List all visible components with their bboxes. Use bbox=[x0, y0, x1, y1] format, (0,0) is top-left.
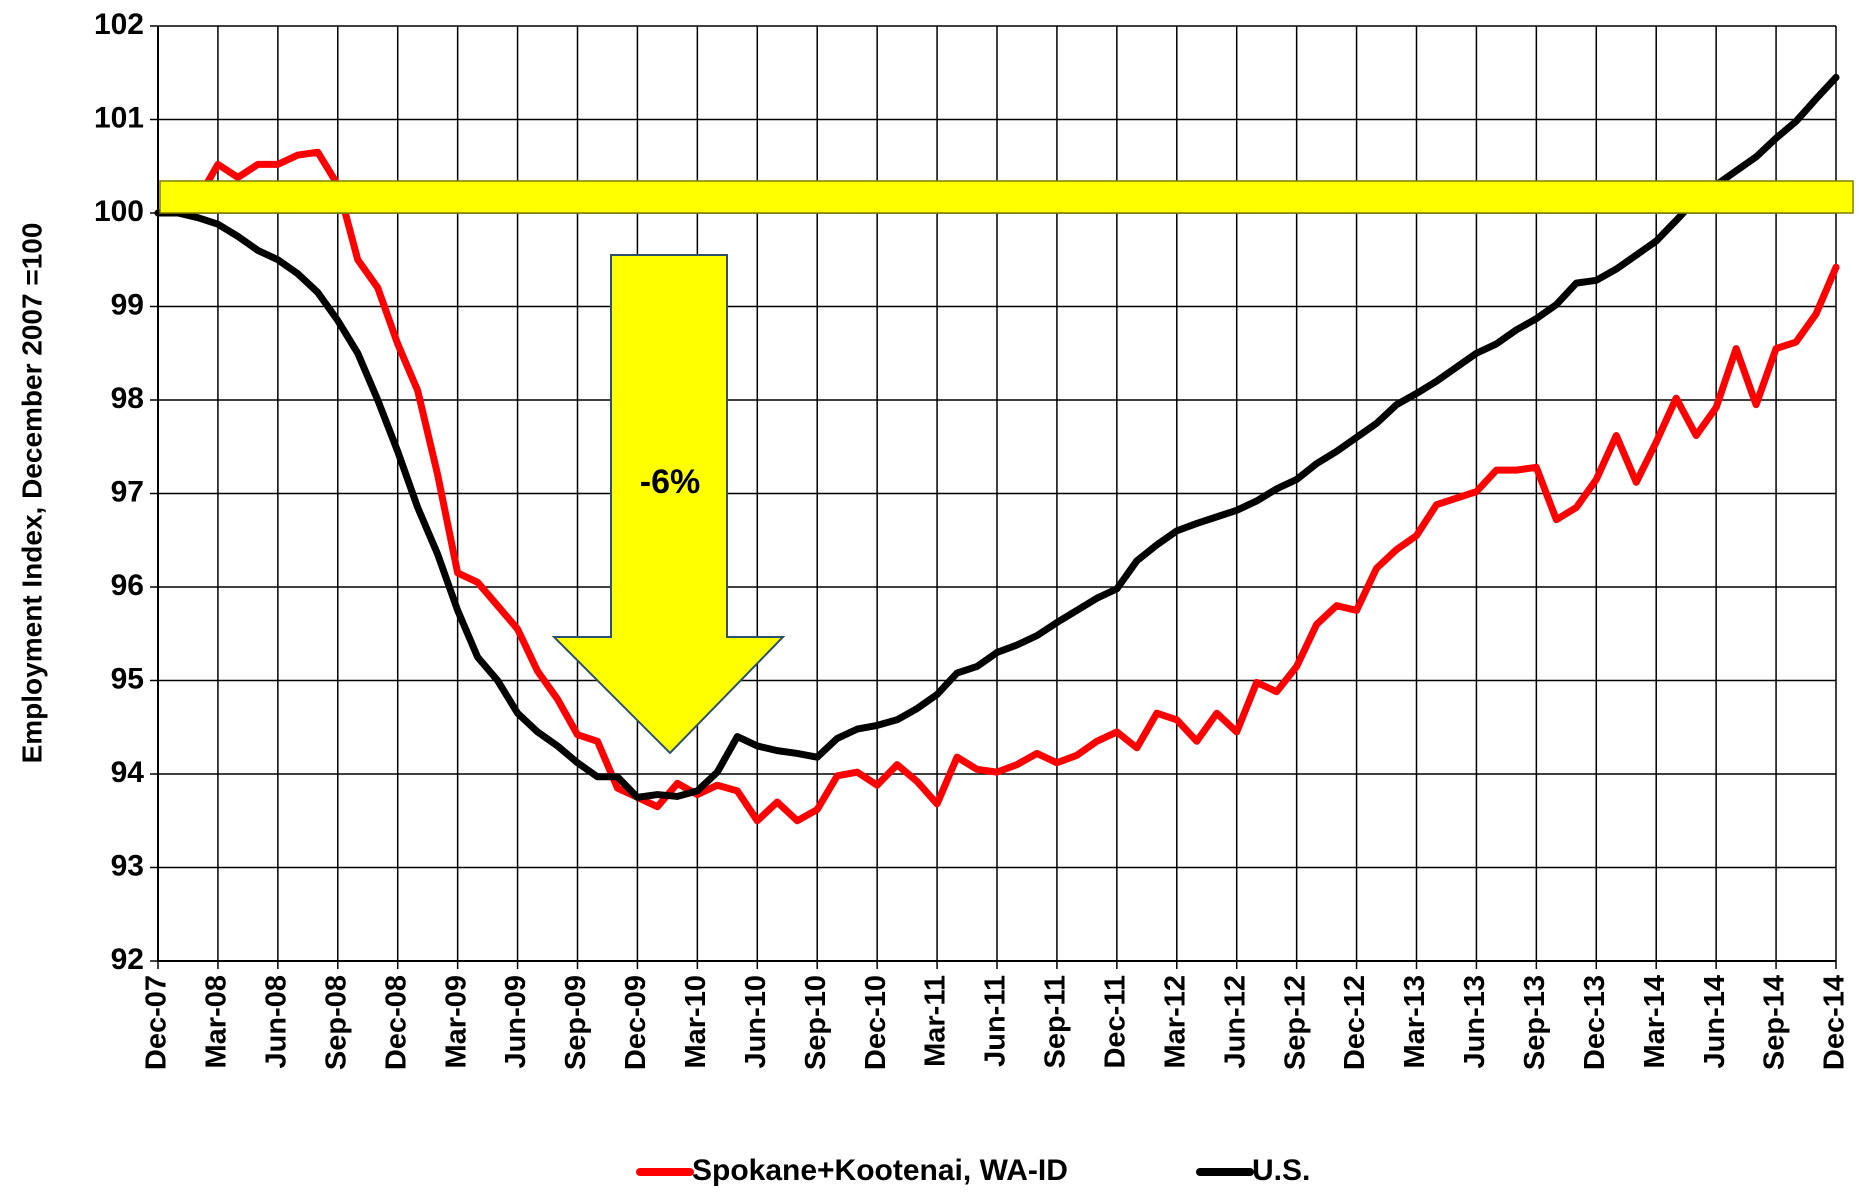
y-tick-label: 95 bbox=[111, 662, 144, 695]
y-tick-label: 94 bbox=[111, 756, 145, 789]
y-tick-label: 99 bbox=[111, 288, 144, 321]
legend-label: Spokane+Kootenai, WA-ID bbox=[692, 1154, 1068, 1187]
y-tick-label: 102 bbox=[94, 8, 144, 41]
x-tick-label: Dec-09 bbox=[620, 975, 652, 1070]
y-tick-label: 96 bbox=[111, 569, 144, 602]
x-tick-label: Sep-08 bbox=[320, 975, 352, 1070]
y-tick-label: 97 bbox=[111, 475, 144, 508]
x-tick-label: Mar-10 bbox=[680, 975, 712, 1069]
x-tick-label: Mar-09 bbox=[440, 975, 472, 1069]
series-line bbox=[154, 148, 1840, 825]
x-tick-label: Jun-13 bbox=[1459, 975, 1491, 1068]
decline-arrow bbox=[551, 254, 786, 755]
x-tick-label: Sep-11 bbox=[1040, 975, 1072, 1069]
x-tick-label: Dec-10 bbox=[860, 975, 892, 1070]
x-tick-label: Jun-09 bbox=[500, 975, 532, 1068]
x-tick-label: Jun-14 bbox=[1699, 975, 1731, 1068]
x-tick-label: Sep-10 bbox=[800, 975, 832, 1070]
x-tick-label: Sep-13 bbox=[1519, 975, 1551, 1070]
y-tick-label: 100 bbox=[94, 195, 144, 228]
x-tick-label: Mar-08 bbox=[201, 975, 233, 1069]
y-tick-label: 101 bbox=[94, 101, 144, 134]
x-tick-label: Jun-11 bbox=[980, 975, 1012, 1067]
series-line bbox=[154, 73, 1840, 801]
x-tick-label: Dec-12 bbox=[1339, 975, 1371, 1070]
y-axis-title: Employment Index, December 2007 =100 bbox=[16, 223, 47, 764]
x-tick-label: Dec-13 bbox=[1579, 975, 1611, 1070]
x-tick-label: Sep-12 bbox=[1279, 975, 1311, 1070]
x-tick-label: Mar-12 bbox=[1159, 975, 1191, 1069]
annotation-label: -6% bbox=[640, 463, 700, 501]
x-tick-label: Dec-08 bbox=[380, 975, 412, 1070]
baseline-band bbox=[159, 180, 1854, 214]
x-tick-label: Mar-13 bbox=[1399, 975, 1431, 1069]
x-tick-label: Dec-07 bbox=[141, 975, 173, 1070]
x-tick-label: Jun-08 bbox=[261, 975, 293, 1068]
x-tick-label: Jun-12 bbox=[1219, 975, 1251, 1068]
annotation-layer: -6% bbox=[159, 180, 1854, 755]
y-tick-label: 93 bbox=[111, 849, 144, 882]
x-tick-label: Mar-11 bbox=[920, 975, 952, 1067]
x-tick-label: Dec-11 bbox=[1100, 975, 1132, 1069]
legend-label: U.S. bbox=[1252, 1154, 1310, 1187]
x-tick-label: Sep-09 bbox=[560, 975, 592, 1070]
x-tick-label: Dec-14 bbox=[1819, 975, 1851, 1070]
x-tick-label: Sep-14 bbox=[1759, 975, 1791, 1070]
y-tick-label: 98 bbox=[111, 382, 144, 415]
x-tick-label: Jun-10 bbox=[740, 975, 772, 1068]
x-tick-label: Mar-14 bbox=[1639, 975, 1671, 1069]
y-tick-label: 92 bbox=[111, 943, 144, 976]
